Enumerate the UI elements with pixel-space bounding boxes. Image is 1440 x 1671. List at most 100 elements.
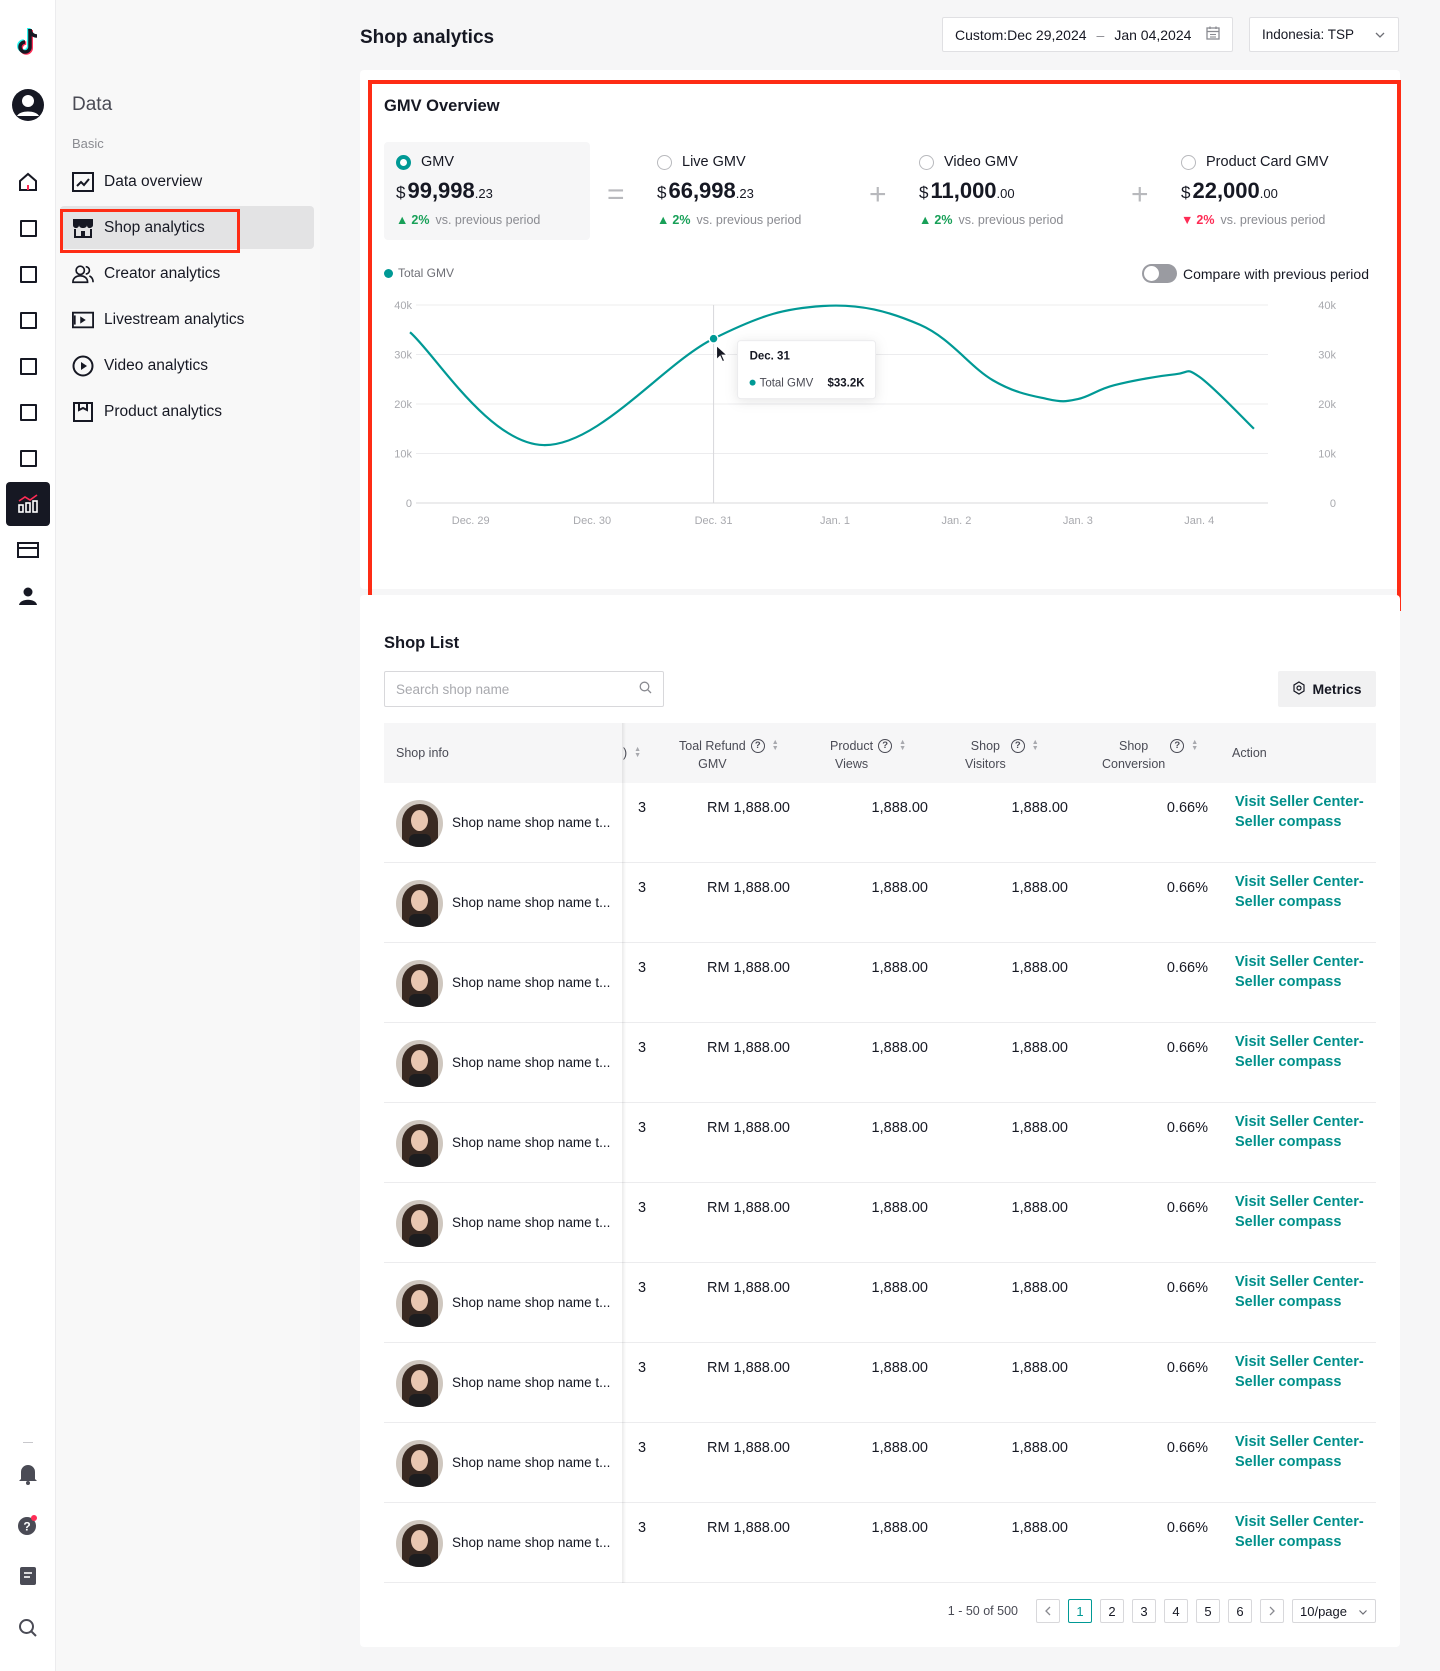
sort-icon[interactable]: ▲ ▼ bbox=[771, 739, 779, 752]
page-button-5[interactable]: 5 bbox=[1196, 1599, 1220, 1623]
shop-avatar[interactable] bbox=[396, 1360, 443, 1407]
square-icon[interactable] bbox=[6, 298, 50, 342]
metric-value: 22,000 bbox=[1192, 178, 1260, 203]
metric-product-card-gmv[interactable]: Product Card GMV $22,000.00 ▼ 2% vs. previ… bbox=[1169, 142, 1389, 240]
search-icon[interactable] bbox=[6, 1606, 50, 1650]
sidebar-item-video-analytics[interactable]: Video analytics bbox=[60, 344, 314, 387]
page-button-1[interactable]: 1 bbox=[1068, 1599, 1092, 1623]
sidebar-item-data-overview[interactable]: Data overview bbox=[60, 160, 314, 203]
shop-avatar[interactable] bbox=[396, 1040, 443, 1087]
shop-name[interactable]: Shop name shop name t... bbox=[452, 815, 611, 830]
prev-page-button[interactable] bbox=[1036, 1599, 1060, 1623]
sort-icon[interactable]: ▲ ▼ bbox=[1191, 739, 1199, 752]
sidebar-item-livestream-analytics[interactable]: Livestream analytics bbox=[60, 298, 314, 341]
shop-avatar[interactable] bbox=[396, 1200, 443, 1247]
y-tick-label: 40k bbox=[394, 300, 412, 312]
visit-seller-compass-link[interactable]: Visit Seller Center- Seller compass bbox=[1235, 1514, 1364, 1550]
shop-name[interactable]: Shop name shop name t... bbox=[452, 1215, 611, 1230]
column-header-shop-conversion[interactable]: Shop Conversion ? ▲ ▼ bbox=[1102, 739, 1199, 771]
square-icon[interactable] bbox=[6, 252, 50, 296]
visit-seller-compass-link[interactable]: Visit Seller Center- Seller compass bbox=[1235, 1114, 1364, 1150]
shop-name[interactable]: Shop name shop name t... bbox=[452, 1455, 611, 1470]
shop-avatar[interactable] bbox=[396, 960, 443, 1007]
user-icon[interactable] bbox=[6, 574, 50, 618]
radio-unselected[interactable] bbox=[657, 154, 672, 170]
radio-selected[interactable] bbox=[396, 154, 411, 170]
shop-name[interactable]: Shop name shop name t... bbox=[452, 1055, 611, 1070]
shop-avatar[interactable] bbox=[396, 1280, 443, 1327]
sidebar-item-creator-analytics[interactable]: Creator analytics bbox=[60, 252, 314, 295]
page-size-select[interactable]: 10/page bbox=[1292, 1599, 1376, 1623]
square-icon[interactable] bbox=[6, 436, 50, 480]
column-header-product-views[interactable]: Product Views ? ▲ ▼ bbox=[830, 739, 907, 771]
tiktok-logo-icon[interactable] bbox=[6, 20, 50, 64]
column-header-refund-gmv[interactable]: Toal Refund GMV ? ▲ ▼ bbox=[679, 739, 779, 771]
page-button-4[interactable]: 4 bbox=[1164, 1599, 1188, 1623]
visit-seller-compass-link[interactable]: Visit Seller Center- Seller compass bbox=[1235, 1434, 1364, 1470]
square-icon[interactable] bbox=[6, 206, 50, 250]
shop-avatar[interactable] bbox=[396, 1520, 443, 1567]
shop-avatar[interactable] bbox=[396, 1120, 443, 1167]
shop-name[interactable]: Shop name shop name t... bbox=[452, 1535, 611, 1550]
cell-truncated: 3 bbox=[638, 1200, 647, 1216]
region-select[interactable]: Indonesia: TSP bbox=[1249, 17, 1399, 52]
shop-name[interactable]: Shop name shop name t... bbox=[452, 1375, 611, 1390]
shop-name[interactable]: Shop name shop name t... bbox=[452, 895, 611, 910]
bell-icon[interactable] bbox=[6, 1452, 50, 1496]
square-icon[interactable] bbox=[6, 390, 50, 434]
chart-legend[interactable]: Total GMV bbox=[384, 266, 454, 280]
metrics-button[interactable]: Metrics bbox=[1278, 671, 1376, 707]
card-icon[interactable] bbox=[6, 528, 50, 572]
visit-seller-compass-link[interactable]: Visit Seller Center- Seller compass bbox=[1235, 1034, 1364, 1070]
cell-product-views: 1,888.00 bbox=[871, 1280, 928, 1296]
column-header-shop-visitors[interactable]: Shop Visitors ? ▲ ▼ bbox=[965, 739, 1039, 771]
visit-seller-compass-link[interactable]: Visit Seller Center- Seller compass bbox=[1235, 954, 1364, 990]
shop-avatar[interactable] bbox=[396, 1440, 443, 1487]
shop-avatar[interactable] bbox=[396, 880, 443, 927]
cell-truncated: 3 bbox=[638, 1520, 647, 1536]
gmv-line-chart[interactable]: Total GMV 0 0 10k 10k 20k 20k 30k 30k 40k 40k Dec. … bbox=[368, 290, 1388, 590]
radio-unselected[interactable] bbox=[919, 154, 934, 170]
help-icon[interactable]: ? bbox=[6, 1503, 50, 1547]
visit-seller-compass-link[interactable]: Visit Seller Center- Seller compass bbox=[1235, 1274, 1364, 1310]
metric-gmv[interactable]: GMV $99,998.23 ▲ 2% vs. previous period bbox=[384, 142, 590, 240]
help-icon[interactable]: ? bbox=[1170, 739, 1185, 753]
page-button-6[interactable]: 6 bbox=[1228, 1599, 1252, 1623]
sort-icon[interactable]: ▲ ▼ bbox=[899, 739, 907, 752]
sidebar-item-shop-analytics[interactable]: Shop analytics bbox=[60, 206, 314, 249]
date-range-picker[interactable]: Custom:Dec 29,2024 – Jan 04,2024 bbox=[942, 17, 1233, 52]
toggle-switch[interactable] bbox=[1142, 264, 1177, 283]
note-icon[interactable] bbox=[6, 1554, 50, 1598]
page-button-3[interactable]: 3 bbox=[1132, 1599, 1156, 1623]
shop-name[interactable]: Shop name shop name t... bbox=[452, 975, 611, 990]
page-button-2[interactable]: 2 bbox=[1100, 1599, 1124, 1623]
sort-icon[interactable]: ▲ ▼ bbox=[634, 746, 642, 759]
next-page-button[interactable] bbox=[1260, 1599, 1284, 1623]
avatar[interactable] bbox=[6, 83, 50, 127]
sort-icon[interactable]: ▲ ▼ bbox=[1031, 739, 1039, 752]
visit-seller-compass-link[interactable]: Visit Seller Center- Seller compass bbox=[1235, 1354, 1364, 1390]
column-header-truncated[interactable]: ) ▲▼ bbox=[623, 744, 641, 762]
compare-toggle[interactable]: Compare with previous period bbox=[1142, 264, 1369, 283]
help-icon[interactable]: ? bbox=[1010, 739, 1025, 753]
shop-name[interactable]: Shop name shop name t... bbox=[452, 1295, 611, 1310]
sidebar-item-product-analytics[interactable]: Product analytics bbox=[60, 390, 314, 433]
home-icon[interactable] bbox=[6, 160, 50, 204]
metric-video-gmv[interactable]: Video GMV $11,000.00 ▲ 2% vs. previous per… bbox=[907, 142, 1113, 240]
shop-name[interactable]: Shop name shop name t... bbox=[452, 1135, 611, 1150]
search-input[interactable]: Search shop name bbox=[384, 671, 664, 707]
visit-seller-compass-link[interactable]: Visit Seller Center- Seller compass bbox=[1235, 874, 1364, 910]
radio-unselected[interactable] bbox=[1181, 154, 1196, 170]
analytics-icon[interactable] bbox=[6, 482, 50, 526]
visit-seller-compass-link[interactable]: Visit Seller Center- Seller compass bbox=[1235, 794, 1364, 830]
visit-seller-compass-link[interactable]: Visit Seller Center- Seller compass bbox=[1235, 1194, 1364, 1230]
help-icon[interactable]: ? bbox=[878, 739, 893, 753]
tooltip-label: Total GMV bbox=[760, 378, 814, 390]
chart-box-icon bbox=[72, 171, 94, 193]
arrow-up-icon: ▲ bbox=[657, 213, 670, 227]
help-icon[interactable]: ? bbox=[750, 739, 765, 753]
metric-live-gmv[interactable]: Live GMV $66,998.23 ▲ 2% vs. previous peri… bbox=[645, 142, 851, 240]
shop-avatar[interactable] bbox=[396, 800, 443, 847]
cell-refund-gmv: RM 1,888.00 bbox=[706, 800, 790, 816]
square-icon[interactable] bbox=[6, 344, 50, 388]
